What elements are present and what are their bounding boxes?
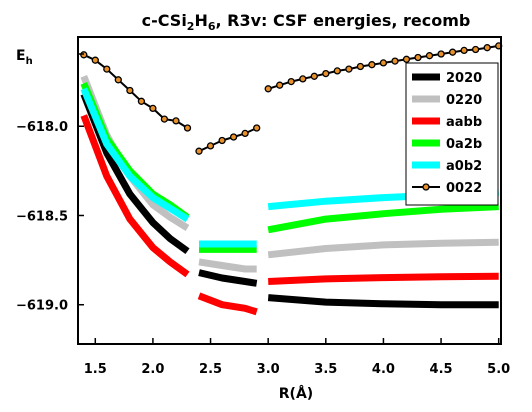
series-0a2b-segment-3 [267, 203, 499, 234]
series-0022-point [160, 115, 169, 123]
series-0022-point [379, 59, 388, 67]
series-2020-segment-3 [267, 294, 499, 309]
series-0022-point [391, 57, 399, 65]
series-0220-segment-2 [198, 258, 257, 273]
legend-label: 0022 [446, 181, 482, 196]
legend-item-0220: 0220 [412, 93, 482, 108]
x-axis: 1.5 2.0 2.5 3.0 3.5 4.0 4.5 5.0 [84, 338, 510, 377]
series-0022-point [241, 129, 249, 138]
series-2020-segment-2 [198, 269, 258, 287]
series-0022-point [206, 142, 215, 150]
series-0022-point [172, 117, 180, 125]
legend: 2020 0220 aabb 0a2b a0b2 0022 [405, 62, 499, 206]
series-0022-point [356, 62, 365, 71]
legend-item-0a2b: 0a2b [412, 137, 482, 152]
series-0022-point [437, 50, 445, 58]
series-0022-point [91, 56, 99, 64]
series-0022-point [345, 65, 353, 73]
series-0022-point [425, 52, 434, 60]
series-aabb-segment-3 [268, 272, 499, 285]
series-0022-point [218, 136, 226, 145]
series-0022-point [264, 85, 272, 93]
series-0022-point [333, 67, 341, 75]
legend-box [405, 62, 499, 206]
legend-marker [422, 183, 430, 191]
series-0022-point [80, 51, 88, 59]
y-tick-label: −619.0 [16, 299, 68, 314]
series-0022-point [448, 48, 457, 56]
legend-label: aabb [446, 115, 482, 130]
series-0022-point [471, 45, 480, 54]
series-0022-point [183, 124, 192, 132]
legend-item-a0b2: a0b2 [412, 159, 482, 174]
series-aabb-segment-1 [80, 114, 190, 278]
x-tick-label: 3.0 [257, 362, 280, 377]
series-aabb-segment-2 [197, 292, 258, 316]
series-0022-point [276, 81, 284, 89]
series-0022-segment-1 [83, 53, 189, 129]
legend-item-2020: 2020 [412, 71, 482, 86]
series-0022-point [310, 72, 318, 80]
series-0022-point [229, 133, 238, 141]
series-0022-point [287, 77, 295, 86]
series-0022-point [368, 61, 376, 69]
legend-item-0022: 0022 [412, 181, 482, 196]
series-0022-point [114, 76, 122, 84]
series-0022-point [299, 75, 307, 83]
series-0022-point [103, 65, 111, 73]
series-0022-point [402, 55, 411, 63]
legend-label: 0220 [446, 93, 482, 108]
chart-title: c-CSi2H6, R3v: CSF energies, recomb [142, 11, 471, 33]
series-0022-point [253, 124, 261, 132]
series-0022-point [460, 46, 468, 55]
plot-series [80, 42, 503, 316]
x-tick-label: 2.0 [141, 362, 164, 377]
legend-item-aabb: aabb [412, 115, 482, 130]
legend-label: a0b2 [446, 159, 482, 174]
series-0022-point [322, 69, 330, 78]
series-0022-point [195, 147, 203, 155]
series-aabb [80, 114, 499, 316]
series-0022-point [149, 104, 157, 113]
series-0022-point [137, 97, 146, 105]
y-tick-label: −618.5 [16, 209, 68, 224]
y-corner-label: Eh [16, 48, 33, 67]
x-tick-label: 4.0 [372, 362, 395, 377]
y-tick-label: −618.0 [16, 120, 68, 135]
y-axis: −619.0 −618.5 −618.0 [16, 53, 84, 314]
series-a0b2-segment-1 [80, 87, 190, 223]
x-tick-label: 5.0 [487, 362, 510, 377]
x-axis-label: R(Å) [279, 385, 313, 402]
legend-label: 0a2b [446, 137, 482, 152]
series-0220-segment-3 [267, 238, 499, 259]
series-0022 [80, 42, 503, 155]
series-0022-point [483, 44, 491, 52]
series-0022-point [414, 53, 422, 62]
series-0022-point [126, 86, 134, 95]
plot-frame [77, 36, 502, 345]
x-tick-label: 1.5 [84, 362, 107, 377]
x-tick-label: 4.5 [430, 362, 453, 377]
x-tick-label: 3.5 [314, 362, 337, 377]
x-tick-label: 2.5 [199, 362, 222, 377]
legend-label: 2020 [446, 71, 482, 86]
